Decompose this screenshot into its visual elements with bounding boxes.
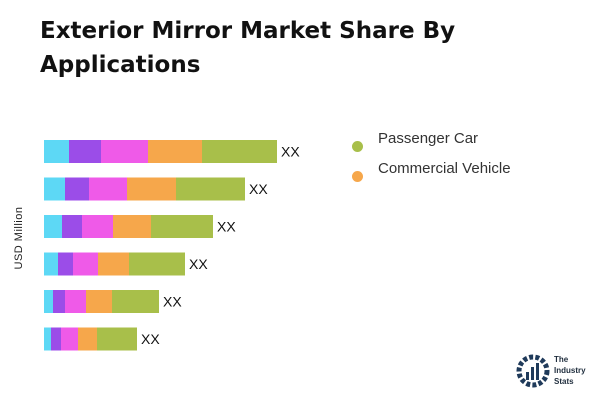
bar-1-segment-5: [202, 140, 277, 163]
bar-3-segment-3: [82, 215, 113, 238]
bar-4-segment-2: [58, 252, 73, 276]
legend-swatch-commercial-vehicle: [352, 171, 363, 182]
bar-2-segment-1: [44, 177, 65, 201]
bar-6-segment-2: [51, 327, 61, 351]
bar-5-segment-4: [86, 290, 112, 313]
bar-2-segment-2: [65, 177, 89, 201]
company-logo: The Industry Stats: [514, 352, 594, 392]
legend-label-passenger-car: Passenger Car: [378, 130, 479, 147]
bar-3-segment-2: [62, 215, 82, 238]
bar-1-segment-3: [101, 140, 148, 163]
legend-swatch-passenger-car: [352, 141, 363, 152]
bar-3-value-label: XX: [217, 219, 236, 235]
bar-6-segment-5: [97, 327, 137, 351]
bar-2-segment-5: [176, 177, 245, 201]
bar-2-segment-4: [127, 177, 176, 201]
bar-3-segment-5: [151, 215, 213, 238]
bar-4-value-label: XX: [189, 256, 208, 272]
bar-5-segment-2: [53, 290, 65, 313]
bar-1-value-label: XX: [281, 144, 300, 160]
bar-4-segment-3: [73, 252, 98, 276]
bar-1-segment-1: [44, 140, 69, 163]
bar-3-segment-4: [113, 215, 151, 238]
bar-2-value-label: XX: [249, 181, 268, 197]
logo-text: The Industry Stats: [554, 355, 586, 386]
bar-4-segment-1: [44, 252, 58, 276]
bar-4-segment-4: [98, 252, 129, 276]
bar-5-segment-5: [112, 290, 159, 313]
legend-label-commercial-vehicle: Commercial Vehicle: [378, 160, 511, 177]
gear-logo-icon: [516, 354, 550, 388]
bar-6-segment-1: [44, 327, 51, 351]
chart-title: Exterior Mirror Market Share By Applicat…: [40, 18, 456, 78]
bar-1-segment-4: [148, 140, 202, 163]
bar-6-value-label: XX: [141, 331, 160, 347]
bar-5-value-label: XX: [163, 294, 182, 310]
bar-1-segment-2: [69, 140, 101, 163]
bar-2-segment-3: [89, 177, 127, 201]
bar-5-segment-1: [44, 290, 53, 313]
bar-5-segment-3: [65, 290, 86, 313]
bar-6-segment-4: [78, 327, 97, 351]
bar-4-segment-5: [129, 252, 185, 276]
bar-6-segment-3: [61, 327, 78, 351]
bar-3-segment-1: [44, 215, 62, 238]
